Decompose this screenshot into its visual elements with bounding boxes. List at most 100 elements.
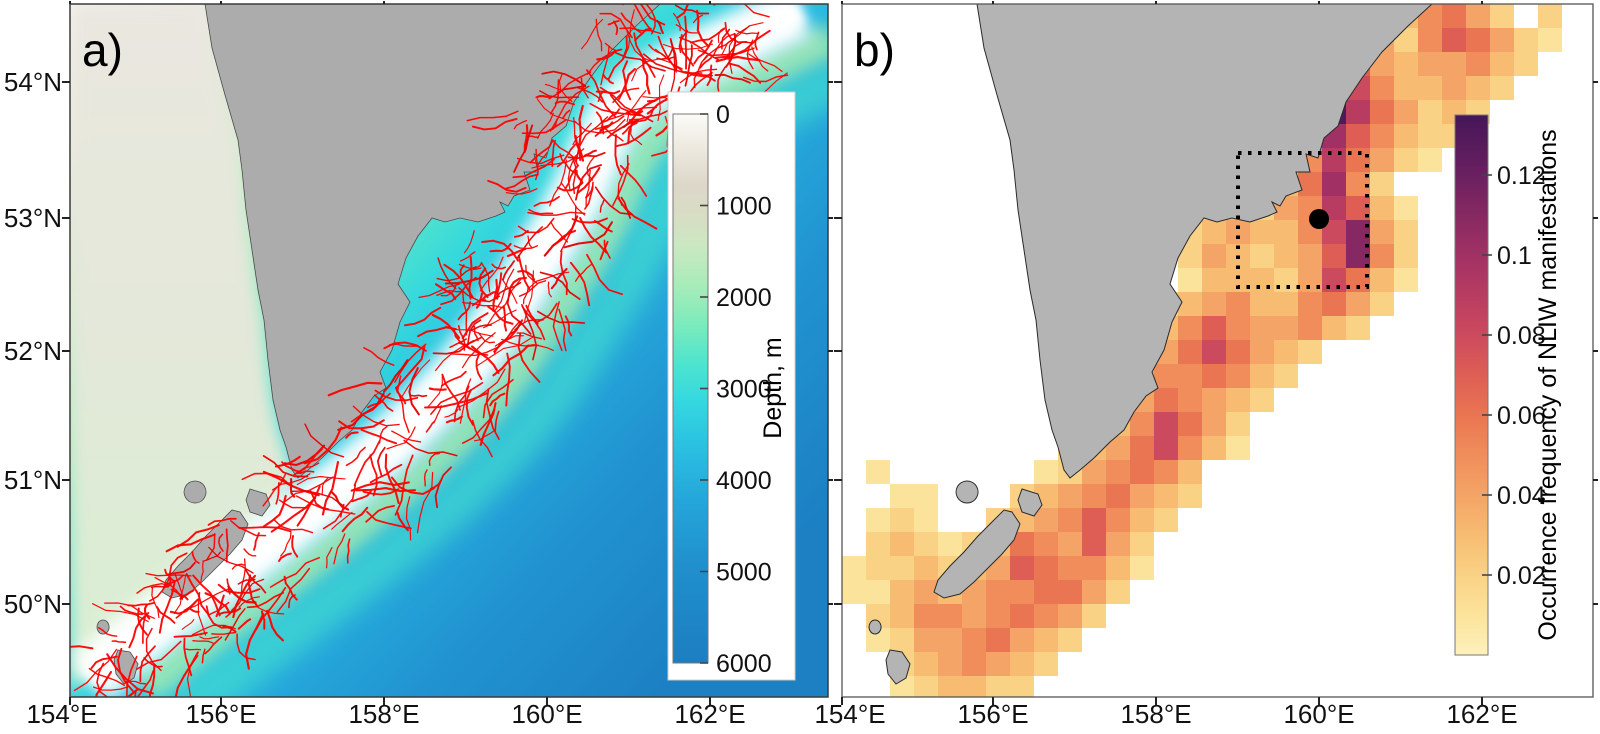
heatmap-cell xyxy=(890,604,914,628)
nliw-line xyxy=(585,169,591,207)
nliw-line xyxy=(97,626,118,637)
nliw-line xyxy=(534,148,539,181)
colorbar-depth-title: Depth, m xyxy=(759,337,787,438)
nliw-line xyxy=(139,645,156,683)
nliw-line xyxy=(501,338,539,347)
nliw-line xyxy=(628,109,671,121)
nliw-line xyxy=(502,305,508,332)
heatmap-cell xyxy=(1034,508,1058,532)
nliw-line xyxy=(743,74,789,83)
heatmap-cell xyxy=(1250,364,1274,388)
heatmap-cell xyxy=(1034,580,1058,604)
nliw-line xyxy=(607,20,620,26)
heatmap-cell xyxy=(1010,676,1034,697)
y-tick-label: 52°N xyxy=(4,336,62,366)
nliw-line xyxy=(548,71,592,100)
nliw-line xyxy=(656,56,675,61)
heatmap-cell xyxy=(1370,268,1394,292)
nliw-line xyxy=(408,367,420,416)
nliw-line xyxy=(523,124,529,153)
heatmap-cell xyxy=(1370,172,1394,196)
nliw-line xyxy=(575,169,583,183)
nliw-line xyxy=(396,512,409,532)
heatmap-cell xyxy=(914,508,938,532)
colorbar-frequency-title: Occurrence frequency of NLIW manifestati… xyxy=(1534,129,1562,640)
heatmap-cell xyxy=(1418,148,1442,172)
nliw-line xyxy=(459,264,465,276)
nliw-line xyxy=(321,477,329,496)
nliw-line xyxy=(517,269,536,281)
heatmap-cell xyxy=(1274,220,1298,244)
heatmap-cell xyxy=(1490,52,1514,76)
nliw-line xyxy=(272,518,314,534)
nliw-line xyxy=(491,263,507,270)
nliw-line xyxy=(156,606,176,624)
nliw-line xyxy=(363,347,395,366)
nliw-line xyxy=(192,574,221,617)
heatmap-cell xyxy=(1298,316,1322,340)
nliw-line xyxy=(261,610,266,630)
colorbar-frequency-tick-label: 0.12 xyxy=(1497,162,1546,190)
heatmap-cell xyxy=(986,676,1010,697)
nliw-line xyxy=(551,118,558,131)
nliw-line xyxy=(493,320,521,354)
nliw-line xyxy=(607,34,628,80)
nliw-line xyxy=(645,4,656,35)
colorbar-frequency: 0.02 0.04 0.06 0.08 0.1 0.12 Occurrence frequ… xyxy=(1454,114,1562,656)
nliw-line xyxy=(696,9,710,48)
heatmap-cell xyxy=(914,676,938,697)
nliw-line xyxy=(429,479,442,490)
nliw-line xyxy=(148,572,172,602)
nliw-line xyxy=(513,229,529,238)
nliw-line xyxy=(572,157,577,195)
nliw-line xyxy=(410,394,428,398)
heatmap-cell xyxy=(1394,196,1418,220)
nliw-line xyxy=(469,324,492,332)
nliw-line xyxy=(296,485,321,527)
nliw-line xyxy=(401,359,431,398)
heatmap-cell xyxy=(1226,436,1250,460)
nliw-line xyxy=(350,481,410,492)
nliw-line xyxy=(679,68,718,84)
nliw-line xyxy=(445,325,494,337)
heatmap-cell xyxy=(1178,292,1202,316)
nliw-line xyxy=(679,36,719,61)
nliw-line xyxy=(487,305,514,325)
nliw-line xyxy=(278,499,308,509)
nliw-line xyxy=(550,221,569,243)
nliw-line xyxy=(215,594,225,618)
nliw-line xyxy=(283,575,298,601)
nliw-line xyxy=(620,196,632,219)
nliw-line xyxy=(657,74,665,122)
nliw-line xyxy=(725,33,737,68)
nliw-line xyxy=(600,125,624,142)
nliw-line xyxy=(338,419,385,430)
heatmap-cell xyxy=(1034,556,1058,580)
heatmap-cell xyxy=(1322,172,1346,196)
nliw-line xyxy=(458,287,501,303)
nliw-line xyxy=(465,389,474,426)
nliw-line xyxy=(444,408,459,418)
nliw-line xyxy=(581,18,604,50)
nliw-line xyxy=(238,526,292,533)
colorbar-depth-tick-label: 5000 xyxy=(716,559,772,587)
heatmap-cell xyxy=(1370,292,1394,316)
heatmap-cell xyxy=(1178,436,1202,460)
nliw-line xyxy=(418,283,460,299)
nliw-line xyxy=(255,586,287,631)
nliw-line xyxy=(721,22,764,56)
heatmap-cell xyxy=(1346,100,1370,124)
heatmap-cell xyxy=(1274,316,1298,340)
nliw-line xyxy=(522,287,529,305)
nliw-line xyxy=(352,405,400,427)
nliw-line xyxy=(173,572,183,614)
nliw-line xyxy=(609,94,637,115)
heatmap-cell xyxy=(1394,52,1418,76)
heatmap-cell xyxy=(1250,316,1274,340)
heatmap-cell xyxy=(1058,484,1082,508)
nliw-line xyxy=(187,607,200,613)
nliw-line xyxy=(354,487,417,493)
panel-a-label: a) xyxy=(82,24,123,76)
nliw-line xyxy=(517,254,531,290)
nliw-line xyxy=(618,68,636,100)
